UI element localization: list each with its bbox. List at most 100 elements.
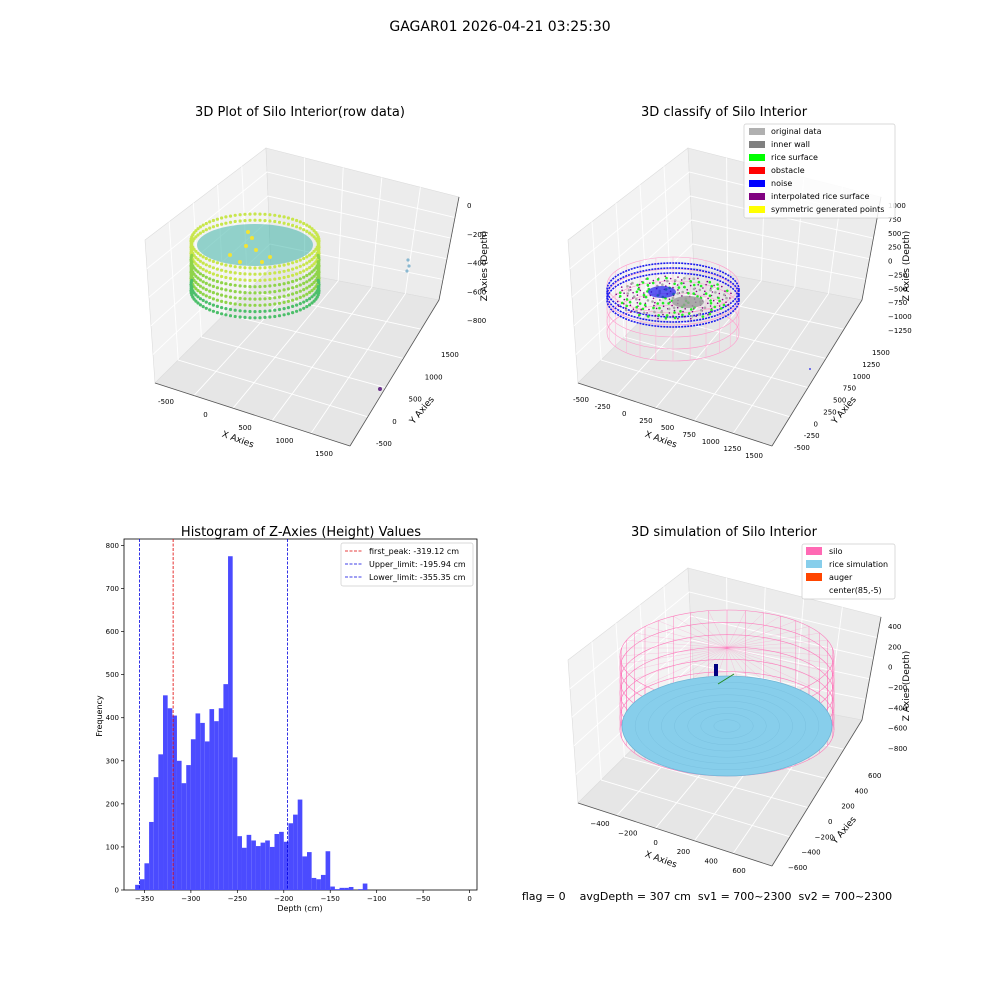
rice-surface-point — [620, 301, 624, 305]
grid-line — [591, 641, 791, 838]
rice-surface-point — [717, 296, 720, 300]
cloud-point — [204, 306, 208, 310]
cloud-point — [295, 309, 299, 313]
rice-surface-point — [716, 287, 720, 290]
silo-roof-strut — [644, 647, 728, 686]
cloud-point — [263, 303, 267, 307]
cloud-point — [268, 271, 272, 276]
y-axis-line — [771, 299, 863, 447]
cloud-point — [277, 289, 282, 293]
interpolated-point — [683, 282, 685, 285]
cloud-point — [208, 258, 212, 262]
histogram-title: Histogram of Z-Axies (Height) Values — [181, 525, 421, 540]
cloud-point — [248, 291, 252, 295]
histogram-bar — [167, 708, 173, 890]
cloud-point — [282, 294, 286, 298]
cloud-point — [248, 297, 252, 301]
suptitle: GAGAR01 2026-04-21 03:25:30 — [389, 19, 610, 35]
rice-surface-point — [726, 289, 729, 293]
cloud-point — [273, 296, 277, 300]
original-point — [698, 288, 702, 292]
cloud-point — [258, 297, 262, 301]
x-tick-label: −300 — [181, 895, 200, 903]
interpolated-point — [653, 304, 655, 307]
panel-histogram: Histogram of Z-Axies (Height) Values −35… — [95, 525, 478, 913]
legend-label: symmetric generated points — [771, 205, 884, 214]
cloud-point — [295, 225, 299, 229]
cloud-point — [215, 279, 219, 284]
cloud-point — [243, 284, 247, 288]
original-point — [635, 309, 638, 313]
cloud-point — [263, 272, 267, 276]
tick-label: 400 — [705, 858, 718, 866]
cloud-point — [208, 277, 212, 281]
cloud-point — [317, 274, 321, 278]
obstacle-point — [260, 260, 264, 264]
rice-surface-point — [628, 300, 632, 304]
cloud-point — [291, 267, 295, 271]
rice-surface-point — [665, 314, 669, 317]
y-tick-label: 200 — [106, 800, 119, 808]
cloud-point — [310, 289, 314, 293]
cloud-point — [310, 264, 314, 268]
cloud-point — [258, 285, 262, 289]
cloud-point — [282, 275, 286, 280]
histogram-bar — [139, 879, 145, 890]
cloud-point — [308, 253, 312, 257]
simulation-render — [619, 609, 835, 777]
rice-surface-point — [647, 315, 650, 318]
cloud-point — [190, 272, 194, 276]
interpolated-point — [664, 275, 666, 278]
cloud-point — [282, 263, 286, 267]
histogram-bar — [209, 709, 215, 890]
original-point — [700, 309, 703, 312]
cloud-point — [286, 299, 290, 303]
tick-label: −400 — [590, 820, 609, 828]
rice-surface-point — [625, 298, 629, 301]
cloud-point — [286, 268, 290, 272]
original-point — [661, 283, 664, 287]
rice-simulation-surface — [621, 675, 833, 777]
cloud-point — [317, 237, 321, 241]
cloud-point — [224, 294, 228, 298]
cloud-point — [224, 307, 228, 311]
cloud-point — [215, 304, 219, 308]
obstacle-point — [244, 244, 248, 248]
cloud-point — [277, 283, 282, 287]
obstacle-point — [246, 230, 250, 234]
histogram-bar — [204, 741, 210, 890]
cloud-point — [208, 295, 212, 299]
rice-surface-point — [720, 307, 723, 310]
tick-label: 500 — [661, 424, 674, 432]
cloud-point — [308, 297, 312, 301]
cloud-point — [253, 310, 257, 314]
rice-surface-point — [722, 303, 726, 307]
tick-label: 0 — [814, 420, 818, 428]
noise-cluster — [648, 286, 676, 298]
interpolated-point — [636, 302, 639, 304]
silo-roof-strut — [726, 632, 820, 649]
classified-point-cloud — [606, 256, 811, 370]
cloud-point — [291, 273, 295, 277]
cloud-point — [310, 233, 314, 237]
cloud-point — [233, 314, 237, 319]
cloud-point — [291, 292, 295, 296]
cloud-point — [228, 270, 233, 274]
cloud-point — [298, 302, 302, 306]
cloud-point — [291, 223, 295, 227]
histogram-bar — [311, 877, 317, 890]
histogram-bar — [307, 852, 312, 890]
cloud-point — [196, 282, 200, 286]
rice-surface-point — [673, 282, 676, 286]
silo-roof-strut — [708, 610, 728, 649]
cloud-point — [211, 309, 215, 313]
cloud-point — [277, 214, 282, 218]
rice-surface-point — [625, 304, 628, 308]
cloud-point — [201, 298, 205, 302]
cloud-point — [215, 292, 219, 296]
raw-x-axis-label: X Axies — [220, 430, 255, 451]
cloud-point — [208, 289, 212, 293]
cloud-point — [291, 298, 295, 302]
cloud-point — [238, 309, 242, 313]
tick-label: 0 — [467, 202, 471, 210]
